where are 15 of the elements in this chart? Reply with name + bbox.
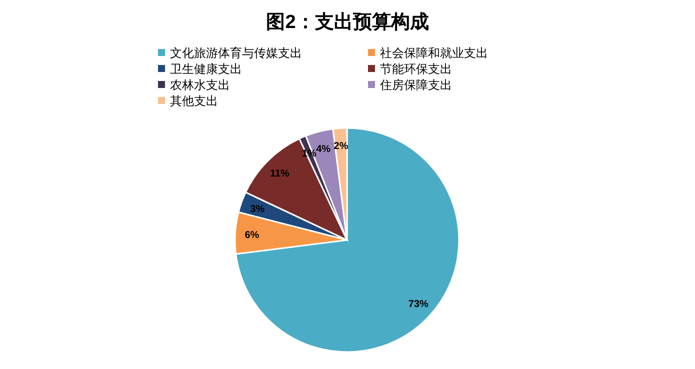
- data-label: 11%: [270, 168, 290, 180]
- data-label: 6%: [244, 230, 260, 242]
- data-label: 4%: [316, 144, 331, 155]
- data-label: 3%: [250, 204, 265, 215]
- data-label: 73%: [408, 298, 429, 310]
- legend-label: 其他支出: [170, 94, 218, 108]
- legend-label: 节能环保支出: [380, 62, 452, 76]
- legend-label: 卫生健康支出: [170, 62, 242, 76]
- legend-label: 社会保障和就业支出: [380, 46, 488, 60]
- pie-slice: [235, 127, 460, 353]
- chart-title: 图2：支出预算构成: [266, 11, 429, 33]
- data-label: 2%: [334, 140, 348, 152]
- legend-label: 文化旅游体育与传媒支出: [170, 46, 302, 60]
- legend-label: 住房保障支出: [379, 78, 452, 92]
- legend-label: 农林水支出: [170, 78, 230, 92]
